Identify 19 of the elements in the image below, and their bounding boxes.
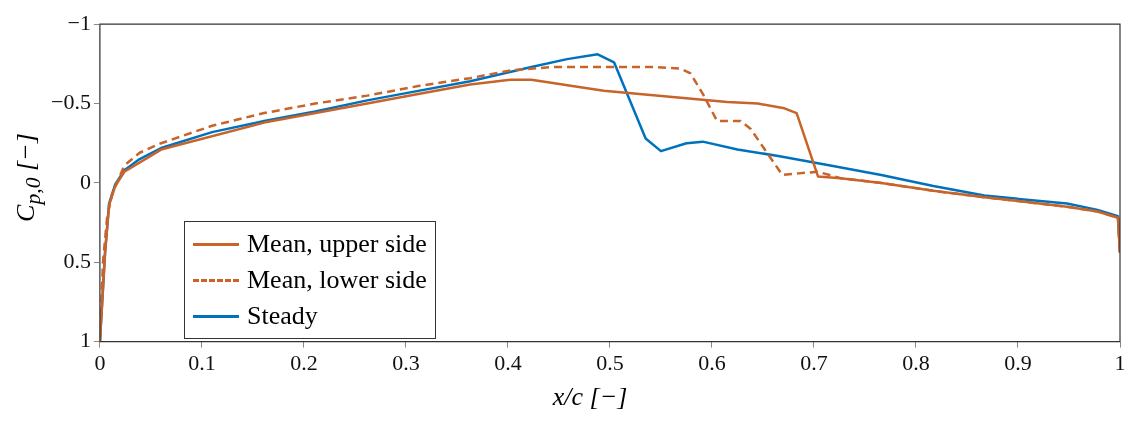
legend-label: Mean, lower side <box>247 264 427 296</box>
x-tick-label: 1 <box>1114 349 1126 375</box>
x-tick-label: 0.7 <box>800 349 828 375</box>
y-tick-label: 0 <box>79 168 91 194</box>
x-tick-label: 0.1 <box>188 349 216 375</box>
x-tick-label: 0.9 <box>1004 349 1032 375</box>
y-tick-label: −1 <box>67 9 91 35</box>
x-tick-label: 0.3 <box>392 349 420 375</box>
y-tick-label: −0.5 <box>50 89 91 115</box>
x-tick-label: 0.2 <box>290 349 318 375</box>
y-tick-label: 1 <box>79 327 91 353</box>
x-tick-label: 0.5 <box>596 349 624 375</box>
legend-label: Mean, upper side <box>247 228 427 260</box>
x-tick-label: 0.4 <box>494 349 522 375</box>
x-tick-label: 0.8 <box>902 349 930 375</box>
legend-label: Steady <box>247 300 318 332</box>
x-tick-label: 0.6 <box>698 349 726 375</box>
y-tick-label: 0.5 <box>63 248 91 274</box>
x-axis-title: x/c [−] <box>551 382 629 412</box>
